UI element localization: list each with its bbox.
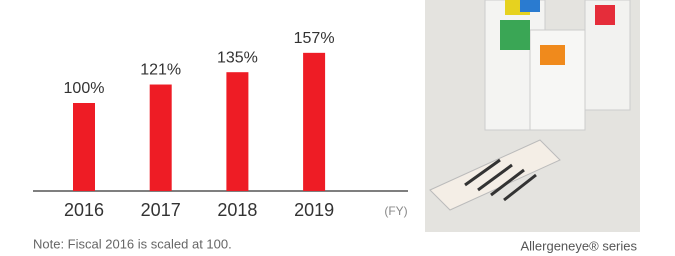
x-tick-label: 2019 <box>294 200 334 220</box>
value-label: 157% <box>294 30 335 47</box>
figure: (FY) Note: Fiscal 2016 is scaled at 100.… <box>0 0 675 256</box>
value-label: 135% <box>217 49 258 66</box>
bar <box>226 72 248 191</box>
page: (FY) Note: Fiscal 2016 is scaled at 100.… <box>0 0 675 256</box>
x-tick-label: 2018 <box>217 200 257 220</box>
value-label: 121% <box>140 62 181 79</box>
photo-caption: Allergeneye® series <box>520 238 637 253</box>
x-tick-label: 2017 <box>141 200 181 220</box>
photo <box>425 0 640 232</box>
bar <box>303 53 325 191</box>
bar <box>150 85 172 191</box>
value-label: 100% <box>64 80 105 97</box>
bar <box>73 103 95 191</box>
x-tick-label: 2016 <box>64 200 104 220</box>
note: Note: Fiscal 2016 is scaled at 100. <box>33 236 232 251</box>
x-axis-label: (FY) <box>384 204 407 218</box>
